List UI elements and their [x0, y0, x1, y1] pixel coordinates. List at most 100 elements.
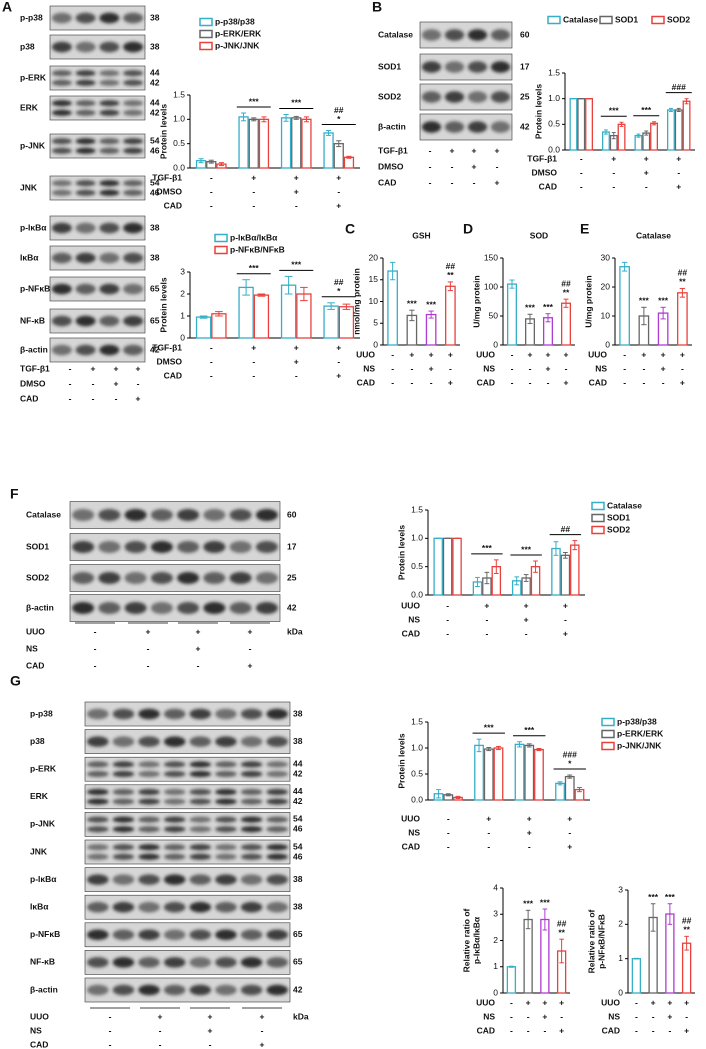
- blot-band: [163, 984, 186, 996]
- blot-band: [99, 109, 120, 116]
- condition-name: CAD: [539, 181, 557, 191]
- blot-band: [72, 541, 95, 553]
- blot-band: [215, 788, 237, 796]
- blot-band: [75, 222, 96, 234]
- y-tick-label: 2: [180, 288, 185, 298]
- condition-mark: -: [210, 186, 213, 196]
- kda-label: 65: [293, 929, 303, 939]
- condition-mark: -: [94, 643, 97, 653]
- blot-band: [87, 770, 109, 778]
- condition-mark: +: [208, 1011, 213, 1021]
- condition-name: DMSO: [157, 356, 183, 366]
- condition-name: NS: [408, 614, 420, 624]
- blot-band: [112, 826, 135, 833]
- condition-mark: -: [496, 161, 499, 171]
- condition-mark: -: [511, 363, 514, 373]
- condition-mark: -: [295, 200, 298, 210]
- legend-swatch: [591, 525, 605, 535]
- condition-mark: +: [567, 813, 572, 823]
- y-tick-label: 100: [484, 281, 498, 291]
- blot-band: [467, 121, 488, 133]
- blot-band: [75, 344, 96, 356]
- y-tick-label: 50: [489, 310, 499, 320]
- blot-band: [490, 121, 511, 133]
- condition-mark: -: [391, 349, 394, 359]
- kda-label: 42: [150, 77, 160, 87]
- bar: [682, 100, 691, 151]
- condition-mark: +: [248, 660, 253, 670]
- condition-mark: -: [69, 393, 72, 403]
- kda-label: 38: [150, 41, 160, 51]
- kda-label: 65: [150, 283, 160, 293]
- blot-band: [123, 41, 144, 53]
- condition-name: UUO: [601, 997, 620, 1007]
- y-axis-label: nmol/mg protein: [351, 268, 361, 335]
- condition-mark: +: [564, 349, 569, 359]
- condition-name: CAD: [589, 377, 607, 387]
- blot-band: [75, 100, 96, 107]
- condition-mark: +: [567, 841, 572, 851]
- blot-band: [240, 708, 263, 720]
- significance-label: ***: [609, 106, 620, 116]
- significance-label: ***: [639, 296, 650, 306]
- condition-name: UUO: [588, 349, 607, 359]
- blot-band: [123, 222, 144, 234]
- blot-band: [75, 180, 96, 187]
- blot-band: [240, 957, 263, 968]
- condition-name: CAD: [164, 370, 182, 380]
- significance-label: ##: [334, 105, 344, 115]
- y-axis-label: Protein levels: [158, 277, 168, 333]
- legend-label: p-ERK/ERK: [215, 28, 262, 38]
- significance-label: *: [568, 758, 572, 768]
- legend-swatch: [591, 513, 605, 523]
- legend-label: p-JNK/JNK: [617, 740, 662, 750]
- condition-mark: +: [248, 626, 253, 636]
- condition-mark: +: [260, 1039, 265, 1049]
- bar: [474, 744, 484, 801]
- bar: [211, 313, 227, 339]
- blot-band: [72, 602, 95, 614]
- blot-band: [266, 844, 288, 851]
- condition-mark: -: [642, 377, 645, 387]
- blot-band: [150, 602, 173, 614]
- y-tick-label: 0.0: [548, 144, 560, 154]
- y-tick-label: 10: [601, 310, 611, 320]
- condition-name: CAD: [402, 628, 420, 638]
- kda-label: 42: [520, 121, 530, 131]
- bar: [634, 134, 643, 151]
- blot-band: [215, 708, 237, 720]
- blot-band: [112, 901, 135, 913]
- condition-mark: +: [136, 393, 141, 403]
- y-axis-label: Relative ratio of: [461, 908, 471, 972]
- condition-mark: -: [612, 167, 615, 177]
- blot-band: [150, 541, 173, 553]
- kda-label: 54: [293, 841, 303, 851]
- bar: [534, 748, 544, 801]
- condition-mark: +: [651, 997, 656, 1007]
- blot-band: [255, 602, 278, 614]
- blot-band: [240, 816, 263, 823]
- condition-mark: +: [429, 363, 434, 373]
- significance-label: ***: [524, 725, 535, 735]
- blot-band: [255, 509, 278, 521]
- blot-band: [266, 929, 288, 941]
- kda-label: 17: [287, 541, 297, 551]
- blot-band: [75, 147, 96, 154]
- bar: [555, 782, 565, 801]
- condition-mark: -: [210, 356, 213, 366]
- condition-mark: -: [69, 363, 72, 373]
- blot-band: [266, 853, 288, 860]
- bar: [506, 283, 517, 346]
- kda-label: 65: [293, 957, 303, 967]
- blot-band: [421, 61, 442, 73]
- blot-band: [138, 708, 160, 720]
- blot-band: [189, 826, 212, 833]
- condition-name: TGF-β1: [527, 153, 557, 163]
- significance-label: ***: [641, 105, 652, 115]
- panel-label: D: [463, 221, 473, 237]
- kda-label: 38: [150, 222, 160, 232]
- blot-band: [87, 957, 109, 968]
- blot-band: [51, 100, 72, 107]
- significance-label: ***: [665, 892, 676, 902]
- blot-band: [177, 602, 200, 614]
